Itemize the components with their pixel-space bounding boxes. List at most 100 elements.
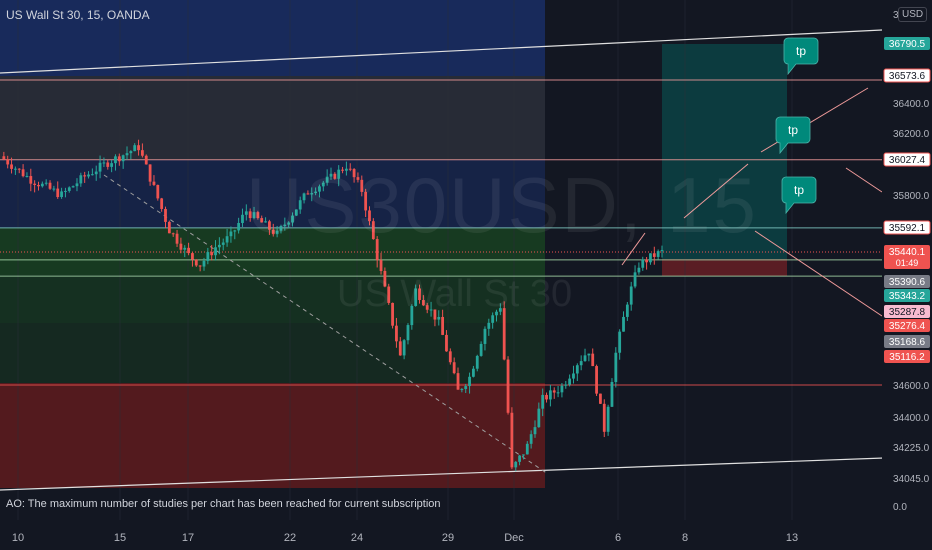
candle-body — [121, 155, 125, 162]
candle-body — [167, 221, 171, 234]
candle-body — [67, 187, 71, 191]
zone-blue-mid — [0, 160, 545, 228]
candle-body — [568, 378, 572, 385]
price-label: 36790.5 — [889, 39, 926, 50]
candle-body — [641, 259, 645, 268]
y-tick-label: 34225.0 — [893, 443, 930, 454]
zone-blue-top — [0, 0, 545, 76]
candle-body — [152, 181, 156, 185]
candle-body — [44, 182, 48, 184]
candle-body — [325, 176, 329, 183]
candle-body — [37, 184, 40, 187]
price-label-box — [884, 37, 930, 50]
candle-body — [406, 325, 410, 341]
arrow-line-2[interactable] — [683, 163, 749, 219]
candle-body — [102, 162, 106, 164]
candle-body — [533, 427, 537, 435]
candle-body — [17, 168, 21, 170]
candle-body — [502, 308, 506, 360]
tp-callout[interactable] — [783, 37, 819, 76]
candle-body — [498, 308, 502, 312]
zone-gray — [0, 76, 545, 160]
candle-body — [25, 176, 29, 178]
candle-body — [579, 361, 583, 366]
candle-body — [475, 355, 479, 369]
candle-body — [564, 384, 568, 386]
candle-body — [79, 175, 83, 184]
currency-selector[interactable]: USD — [898, 7, 928, 22]
candle-body — [244, 211, 248, 215]
arrow-line-1[interactable] — [621, 232, 646, 266]
candle-body — [548, 390, 552, 400]
y-tick-label: 36200.0 — [893, 129, 930, 140]
candle-body — [652, 253, 656, 257]
price-label-box — [883, 68, 931, 83]
candle-body — [395, 325, 398, 342]
candle-body — [210, 252, 214, 256]
candle-body — [545, 394, 548, 400]
diagonal-dashed-line[interactable] — [103, 174, 549, 475]
candle-body — [398, 341, 402, 356]
candle-body — [360, 179, 364, 192]
candle-body — [106, 162, 110, 167]
candle-body — [13, 168, 17, 170]
candle-body — [433, 309, 437, 320]
price-label-box — [884, 289, 930, 302]
candle-body — [271, 229, 275, 235]
tp-callout[interactable] — [781, 176, 817, 215]
countdown-label: 01:49 — [896, 258, 919, 268]
price-label: 36027.4 — [889, 155, 926, 166]
candle-body — [337, 169, 341, 179]
candle-body — [448, 351, 452, 363]
candle-body — [306, 193, 310, 195]
candle-body — [456, 373, 460, 390]
tp-callout[interactable] — [775, 116, 811, 155]
candle-body — [625, 304, 629, 317]
candle-body — [206, 252, 210, 261]
zone-red — [0, 383, 545, 488]
candle-body — [52, 188, 56, 190]
tp-callout-label: tp — [788, 123, 798, 137]
channel-bottom-line[interactable] — [0, 457, 885, 491]
down-line-2[interactable] — [845, 167, 883, 193]
candle-body — [637, 267, 641, 273]
candle-body — [525, 443, 529, 455]
candle-body — [437, 316, 441, 320]
candle-body — [391, 302, 394, 326]
candle-body — [418, 288, 421, 301]
x-tick-label: 29 — [442, 532, 454, 544]
candle-body — [518, 455, 521, 462]
channel-top-line[interactable] — [0, 29, 883, 74]
candle-body — [160, 198, 164, 209]
candle-body — [649, 253, 652, 263]
down-line-1[interactable] — [754, 230, 883, 317]
candle-body — [660, 250, 664, 252]
candle-body — [522, 454, 525, 456]
candle-body — [2, 156, 6, 160]
candle-body — [198, 265, 202, 267]
candle-body — [294, 209, 298, 216]
candle-body — [217, 244, 221, 248]
candle-body — [137, 145, 140, 151]
candle-body — [537, 408, 541, 428]
candle-body — [110, 163, 114, 167]
candle-body — [514, 461, 518, 468]
candle-body — [414, 288, 418, 306]
candle-body — [602, 403, 606, 432]
x-tick-label: 6 — [615, 532, 621, 544]
candle-body — [329, 173, 333, 177]
watermark-name: US Wall St 30 — [337, 273, 573, 315]
candle-body — [183, 247, 187, 250]
candle-body — [341, 169, 344, 171]
candle-body — [144, 155, 148, 165]
candle-body — [321, 182, 325, 187]
candle-body — [248, 211, 252, 219]
candle-body — [487, 322, 491, 329]
candle-body — [452, 362, 456, 374]
price-label-box — [884, 305, 930, 318]
candle-body — [164, 208, 167, 222]
candle-body — [383, 270, 387, 287]
candle-body — [171, 233, 175, 235]
candle-body — [441, 316, 445, 335]
